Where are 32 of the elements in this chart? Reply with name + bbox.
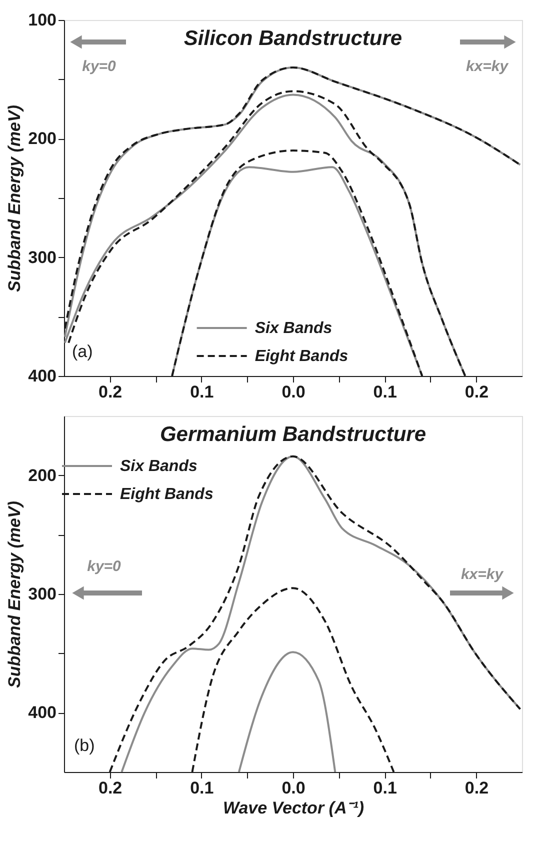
x-axis-title: Wave Vector (A⁻¹) <box>222 798 364 818</box>
annotation: kx=ky <box>460 566 504 583</box>
x-tick-label: 0.1 <box>190 382 214 402</box>
x-tick-label: 0.2 <box>98 382 122 402</box>
x-tick-label: 0.0 <box>282 778 306 798</box>
x-tick-label: 0.2 <box>464 382 489 402</box>
legend-label: Eight Bands <box>254 348 348 365</box>
legend-label: Six Bands <box>120 458 198 475</box>
chart-title: Germanium Bandstructure <box>160 423 426 446</box>
chart-title: Silicon Bandstructure <box>184 27 402 50</box>
x-tick-label: 0.1 <box>373 778 397 798</box>
legend-label: Six Bands <box>254 320 332 337</box>
x-tick-label: 0.0 <box>282 382 306 402</box>
x-tick-label: 0.1 <box>373 382 397 402</box>
y-tick-label: 300 <box>28 584 56 604</box>
y-tick-label: 400 <box>28 366 56 386</box>
legend-label: Eight Bands <box>120 486 214 503</box>
y-axis-title: Subband Energy (meV) <box>5 500 24 688</box>
x-tick-label: 0.2 <box>464 778 489 798</box>
y-tick-label: 400 <box>28 703 56 722</box>
y-axis-title: Subband Energy (meV) <box>5 104 24 292</box>
annotation: ky=0 <box>87 558 122 575</box>
y-tick-label: 100 <box>28 10 56 30</box>
annotation: kx=ky <box>466 58 509 75</box>
y-tick-label: 200 <box>28 129 56 148</box>
y-tick-label: 300 <box>28 248 56 267</box>
y-tick-label: 200 <box>28 466 56 485</box>
x-tick-label: 0.1 <box>190 778 214 798</box>
x-tick-label: 0.2 <box>98 778 122 798</box>
annotation: (a) <box>72 342 93 361</box>
annotation: ky=0 <box>82 58 117 75</box>
annotation: (b) <box>74 736 95 755</box>
